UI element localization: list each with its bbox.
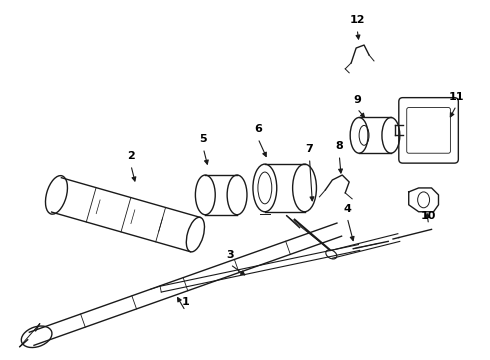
- Text: 7: 7: [306, 144, 314, 154]
- Text: 1: 1: [182, 297, 189, 307]
- Text: 12: 12: [349, 15, 365, 25]
- Text: 5: 5: [199, 134, 207, 144]
- Text: 8: 8: [335, 141, 343, 151]
- Text: 2: 2: [127, 151, 135, 161]
- Text: 9: 9: [353, 95, 361, 105]
- Text: 3: 3: [226, 250, 234, 260]
- Text: 10: 10: [421, 211, 436, 221]
- Text: 6: 6: [254, 124, 262, 134]
- Text: 4: 4: [343, 204, 351, 214]
- Text: 11: 11: [449, 91, 464, 102]
